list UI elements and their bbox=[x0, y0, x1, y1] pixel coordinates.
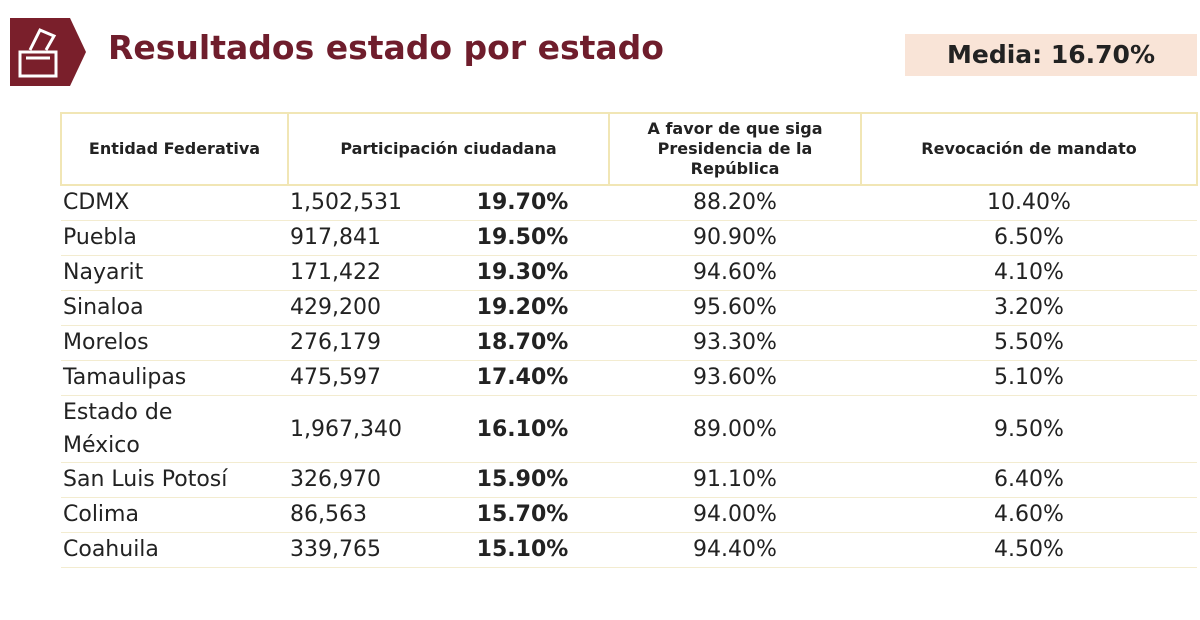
favor-pct: 93.60% bbox=[609, 360, 861, 396]
state-name: CDMX bbox=[61, 185, 288, 221]
table-row: Colima 86,563 15.70% 94.00% 4.60% bbox=[61, 497, 1197, 533]
table-row: Sinaloa 429,200 19.20% 95.60% 3.20% bbox=[61, 290, 1197, 326]
table-row: CDMX 1,502,531 19.70% 88.20% 10.40% bbox=[61, 185, 1197, 221]
favor-pct: 94.40% bbox=[609, 532, 861, 568]
favor-pct: 94.00% bbox=[609, 497, 861, 533]
revocation-pct: 3.20% bbox=[861, 290, 1197, 326]
participation-count: 171,422 bbox=[288, 255, 436, 291]
state-name: Coahuila bbox=[61, 532, 288, 568]
revocation-pct: 6.40% bbox=[861, 462, 1197, 498]
column-header: Entidad Federativa bbox=[60, 112, 289, 186]
state-name: Estado de México bbox=[61, 395, 288, 463]
column-header: Participación ciudadana bbox=[287, 112, 610, 186]
table-row: San Luis Potosí 326,970 15.90% 91.10% 6.40% bbox=[61, 462, 1197, 498]
favor-pct: 94.60% bbox=[609, 255, 861, 291]
favor-pct: 88.20% bbox=[609, 185, 861, 221]
participation-count: 339,765 bbox=[288, 532, 436, 568]
participation-pct: 19.70% bbox=[436, 185, 609, 221]
participation-pct: 16.10% bbox=[436, 395, 609, 463]
participation-count: 86,563 bbox=[288, 497, 436, 533]
participation-pct: 18.70% bbox=[436, 325, 609, 361]
column-header: A favor de que siga Presidencia de la Re… bbox=[608, 112, 862, 186]
results-table: Entidad Federativa Participación ciudada… bbox=[60, 112, 1198, 568]
revocation-pct: 4.50% bbox=[861, 532, 1197, 568]
favor-pct: 95.60% bbox=[609, 290, 861, 326]
participation-count: 326,970 bbox=[288, 462, 436, 498]
favor-pct: 93.30% bbox=[609, 325, 861, 361]
table-row: Nayarit 171,422 19.30% 94.60% 4.10% bbox=[61, 255, 1197, 291]
participation-count: 475,597 bbox=[288, 360, 436, 396]
participation-pct: 15.90% bbox=[436, 462, 609, 498]
column-header: Revocación de mandato bbox=[860, 112, 1198, 186]
participation-pct: 19.50% bbox=[436, 220, 609, 256]
table-row: Coahuila 339,765 15.10% 94.40% 4.50% bbox=[61, 532, 1197, 568]
ballot-icon bbox=[10, 18, 86, 86]
table-row: Tamaulipas 475,597 17.40% 93.60% 5.10% bbox=[61, 360, 1197, 396]
revocation-pct: 10.40% bbox=[861, 185, 1197, 221]
favor-pct: 89.00% bbox=[609, 395, 861, 463]
revocation-pct: 5.50% bbox=[861, 325, 1197, 361]
favor-pct: 91.10% bbox=[609, 462, 861, 498]
table-row: Morelos 276,179 18.70% 93.30% 5.50% bbox=[61, 325, 1197, 361]
participation-count: 276,179 bbox=[288, 325, 436, 361]
media-badge: Media: 16.70% bbox=[905, 34, 1197, 76]
participation-count: 429,200 bbox=[288, 290, 436, 326]
participation-pct: 17.40% bbox=[436, 360, 609, 396]
participation-pct: 19.30% bbox=[436, 255, 609, 291]
revocation-pct: 5.10% bbox=[861, 360, 1197, 396]
revocation-pct: 6.50% bbox=[861, 220, 1197, 256]
revocation-pct: 9.50% bbox=[861, 395, 1197, 463]
header-row: Entidad Federativa Participación ciudada… bbox=[60, 112, 1198, 186]
table-row: Estado de México 1,967,340 16.10% 89.00% 9.5… bbox=[61, 395, 1197, 463]
participation-pct: 19.20% bbox=[436, 290, 609, 326]
state-name: San Luis Potosí bbox=[61, 462, 288, 498]
state-name: Tamaulipas bbox=[61, 360, 288, 396]
participation-count: 1,967,340 bbox=[288, 395, 436, 463]
revocation-pct: 4.10% bbox=[861, 255, 1197, 291]
state-name: Morelos bbox=[61, 325, 288, 361]
slide-title: Resultados estado por estado bbox=[108, 28, 664, 67]
state-name: Sinaloa bbox=[61, 290, 288, 326]
participation-count: 917,841 bbox=[288, 220, 436, 256]
state-name: Nayarit bbox=[61, 255, 288, 291]
participation-pct: 15.70% bbox=[436, 497, 609, 533]
table-row: Puebla 917,841 19.50% 90.90% 6.50% bbox=[61, 220, 1197, 256]
participation-count: 1,502,531 bbox=[288, 185, 436, 221]
state-name: Colima bbox=[61, 497, 288, 533]
revocation-pct: 4.60% bbox=[861, 497, 1197, 533]
state-name: Puebla bbox=[61, 220, 288, 256]
participation-pct: 15.10% bbox=[436, 532, 609, 568]
favor-pct: 90.90% bbox=[609, 220, 861, 256]
